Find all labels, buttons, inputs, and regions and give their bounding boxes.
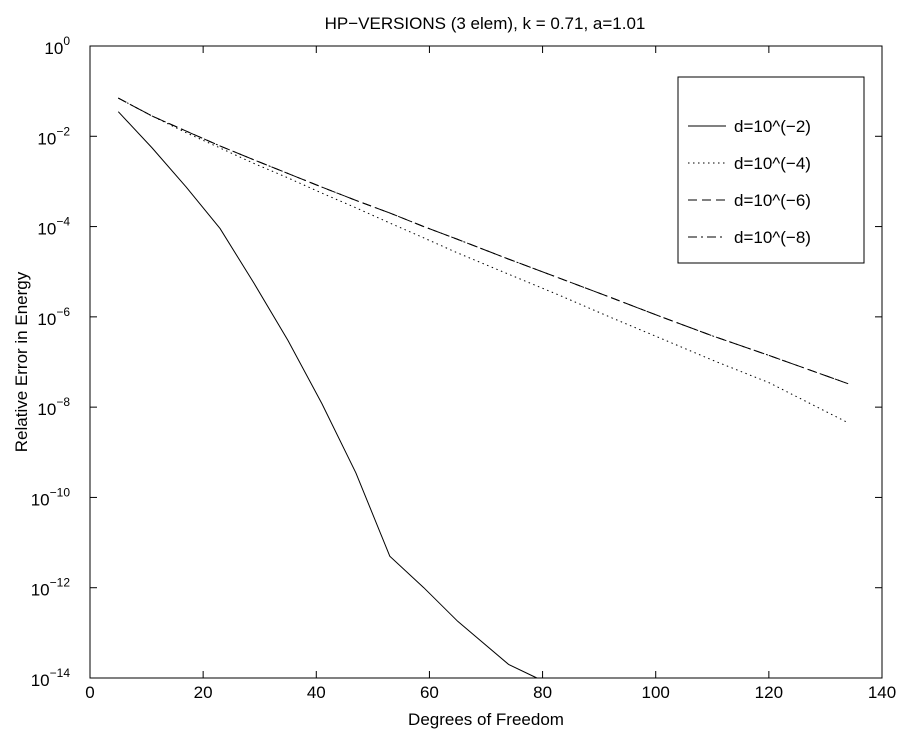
y-tick-exponent: −10 [50, 485, 71, 499]
legend-label-2: d=10^(−4) [734, 154, 811, 173]
x-axis-title: Degrees of Freedom [408, 710, 564, 729]
x-tick-label: 100 [642, 683, 670, 702]
x-tick-label: 120 [755, 683, 783, 702]
y-tick-exponent: 0 [63, 34, 70, 48]
y-tick-label: 100 [44, 34, 70, 58]
legend-box [677, 76, 865, 264]
legend-label-4: d=10^(−8) [734, 228, 811, 247]
y-tick-exponent: −6 [56, 305, 70, 319]
x-tick-label: 0 [85, 683, 94, 702]
y-tick-label: 10−2 [37, 124, 70, 148]
legend: d=10^(−2) d=10^(−4) d=10^(−6) d=10^(−8) [677, 76, 865, 264]
y-tick-label: 10−12 [31, 576, 71, 600]
y-tick-label: 10−14 [31, 666, 71, 690]
y-tick-base: 10 [37, 310, 56, 329]
x-tick-label: 80 [533, 683, 552, 702]
legend-label-1: d=10^(−2) [734, 117, 811, 136]
chart-title: HP−VERSIONS (3 elem), k = 0.71, a=1.01 [325, 14, 646, 33]
x-tick-label: 60 [420, 683, 439, 702]
series-line-4 [118, 97, 849, 385]
y-tick-base: 10 [37, 400, 56, 419]
y-tick-base: 10 [31, 671, 50, 690]
x-tick-label: 40 [307, 683, 326, 702]
x-axis: 0 20 40 60 80 100 120 140 [85, 46, 896, 702]
y-tick-exponent: −2 [56, 124, 70, 138]
y-tick-label: 10−10 [31, 485, 71, 509]
legend-label-3: d=10^(−6) [734, 191, 811, 210]
y-tick-label: 10−8 [37, 395, 70, 419]
y-tick-label: 10−4 [37, 215, 70, 239]
y-tick-base: 10 [37, 220, 56, 239]
series-line-1 [117, 111, 538, 679]
y-axis-title: Relative Error in Energy [12, 271, 31, 452]
y-tick-base: 10 [31, 490, 50, 509]
y-tick-label: 10−6 [37, 305, 70, 329]
x-tick-label: 20 [194, 683, 213, 702]
y-tick-exponent: −4 [56, 215, 70, 229]
y-tick-exponent: −14 [50, 666, 71, 680]
y-tick-exponent: −12 [50, 576, 71, 590]
y-tick-exponent: −8 [56, 395, 70, 409]
y-tick-base: 10 [31, 581, 50, 600]
series-group [117, 97, 849, 679]
y-tick-base: 10 [44, 39, 63, 58]
y-tick-base: 10 [37, 129, 56, 148]
x-tick-label: 140 [868, 683, 896, 702]
